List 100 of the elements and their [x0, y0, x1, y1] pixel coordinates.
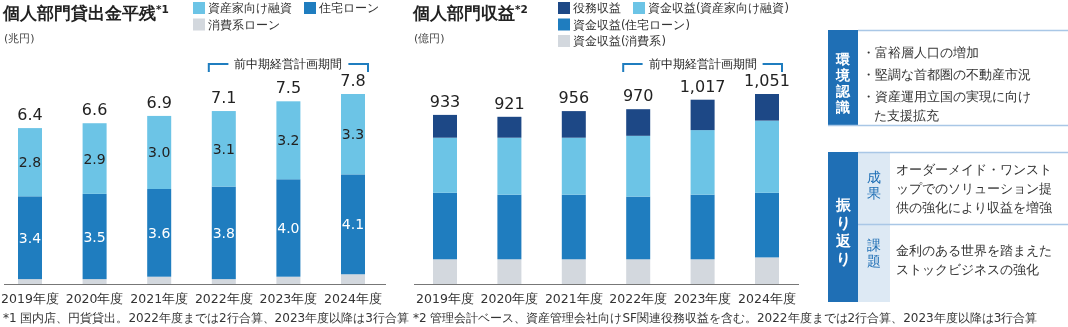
bar [433, 259, 457, 284]
bar [276, 101, 301, 180]
annotation: 1,017 [679, 76, 726, 96]
chart-title: 個人部門収益$^{*2}$ [412, 3, 528, 23]
total-label: 7.1 [211, 88, 237, 108]
text: 環境認識 [835, 51, 851, 115]
chart-title: 個人部門貸出金平残$^{*1}$ [2, 3, 169, 23]
bar [497, 137, 522, 195]
bar [755, 192, 779, 258]
bar [690, 259, 715, 284]
text: ・資産運用立国の実現に向けた支援拡充 [862, 89, 1031, 123]
bar [497, 259, 522, 284]
x-tick-label: 2021年度 [130, 291, 189, 306]
bar [211, 279, 236, 284]
bar [755, 257, 779, 284]
bar [561, 137, 586, 195]
text: 振り返り [834, 196, 852, 268]
legend-label: 資金収益(資産家向け融資) [648, 1, 789, 15]
x-tick-label: 2024年度 [324, 291, 382, 306]
x-tick-label: 2022年度 [194, 291, 253, 306]
y-axis-title: (兆円) [4, 32, 35, 45]
bar [755, 120, 779, 193]
data-label: 4.1 [341, 216, 365, 233]
legend-label: 消費系ローン [208, 17, 280, 32]
data-label: 2.8 [18, 154, 42, 171]
total-label: 7.8 [340, 71, 366, 90]
bar [82, 193, 107, 280]
text: 成果 [867, 169, 881, 201]
bar [755, 94, 779, 121]
bar [211, 111, 236, 187]
bar [82, 279, 107, 284]
data-label: 3.3 [341, 126, 365, 143]
legend-label: 資金収益(住宅ローン) [573, 17, 690, 32]
bar [147, 115, 172, 189]
data-label: 2.9 [83, 150, 106, 167]
total-label: 6.9 [146, 92, 172, 112]
legend-label: 資金収益(消費系) [573, 34, 666, 48]
x-tick-label: 2019年度 [1, 291, 59, 306]
bar [18, 279, 42, 284]
data-label: 3.8 [212, 224, 235, 241]
bar [690, 99, 715, 131]
bar [433, 192, 457, 260]
x-tick-label: 2023年度 [673, 291, 732, 306]
total-label: 6.6 [81, 100, 108, 120]
bar [341, 94, 365, 175]
total-label: 7.5 [275, 78, 302, 98]
bar [341, 274, 365, 284]
bar [341, 174, 365, 275]
data-label: 3.5 [83, 228, 106, 245]
text: *1 国内店、円貨貸出。2022年度までは2行合算、2023年度以降は3行合算 [3, 311, 409, 325]
bar [276, 276, 301, 284]
y-axis-title: (億円) [414, 32, 445, 45]
x-tick-label: 2019年度 [416, 291, 474, 306]
total-label: 6.4 [17, 105, 43, 125]
bar [690, 194, 715, 260]
text: ・堅調な首都圏の不動産市況 [862, 67, 1031, 82]
data-label: 3.6 [148, 224, 171, 241]
data-label: 3.2 [277, 132, 300, 149]
x-tick-label: 2021年度 [544, 291, 603, 306]
text: *2 管理会計ベース、資産管理会社向けSF関連役務収益を含む。2022年度までは2行合算、2023年度以降は3行合算 [413, 311, 1038, 325]
annotation: 933 [429, 91, 461, 111]
x-tick-label: 2020年度 [65, 291, 124, 306]
annotation: 970 [622, 86, 654, 106]
bar [561, 194, 586, 260]
legend-label: 役務収益 [573, 1, 621, 15]
legend-label: 住宅ローン [318, 1, 379, 15]
bar [561, 259, 586, 284]
bar [626, 109, 651, 136]
bar [690, 130, 715, 195]
x-tick-label: 2022年度 [609, 291, 668, 306]
bar [276, 179, 301, 277]
bar [626, 196, 651, 260]
annotation: 956 [558, 88, 590, 108]
bar [433, 137, 457, 193]
bar [561, 111, 586, 138]
text: 課題 [867, 237, 881, 269]
data-label: 4.0 [277, 219, 300, 236]
bar [18, 128, 42, 197]
data-label: 3.1 [212, 140, 235, 157]
legend-label: 資産家向け融資 [208, 1, 292, 15]
bar [82, 123, 107, 194]
data-label: 3.4 [18, 229, 42, 246]
text: オーダーメイド・ワンストップでのソリューション提供の強化により収益を増強 [896, 162, 1052, 215]
bar [497, 194, 522, 260]
bar [497, 116, 522, 138]
bar [626, 259, 651, 284]
x-tick-label: 2023年度 [259, 291, 318, 306]
bar [18, 196, 42, 280]
bar [626, 135, 651, 197]
annotation: 1,051 [744, 71, 790, 90]
x-tick-label: 2020年度 [480, 291, 539, 306]
bar [211, 186, 236, 280]
bar [147, 189, 172, 277]
text: ・富裕層人口の増加 [862, 45, 979, 60]
x-tick-label: 2024年度 [738, 291, 796, 306]
annotation: 921 [494, 93, 525, 113]
bar [147, 276, 172, 284]
bar [433, 114, 457, 138]
data-label: 3.0 [148, 144, 171, 161]
text: 金利のある世界を踏まえたストックビジネスの強化 [896, 243, 1052, 277]
